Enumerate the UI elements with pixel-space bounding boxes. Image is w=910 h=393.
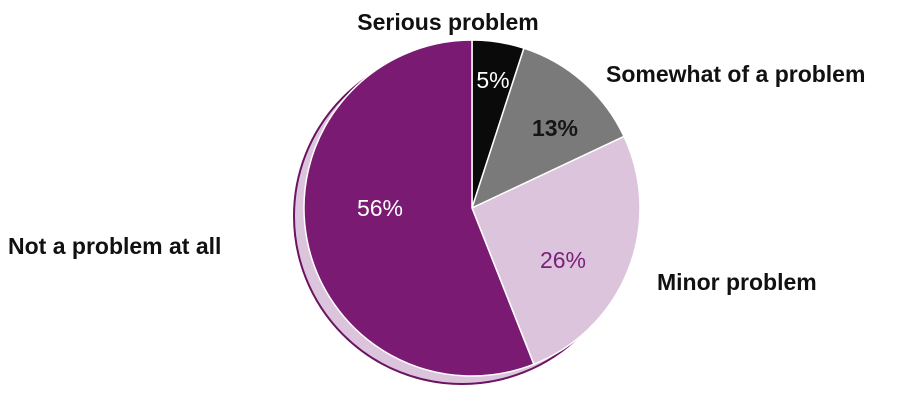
pie-slices — [303, 39, 641, 377]
value-label-somewhat-of-a-problem: 13% — [532, 115, 578, 141]
pie-category-labels: Serious problem Somewhat of a problem Mino… — [8, 9, 865, 295]
pie-slice-minor-problem — [471, 135, 641, 366]
pie-slice-not-a-problem-at-all — [303, 39, 535, 377]
value-label-minor-problem: 26% — [540, 247, 586, 273]
category-label-serious-problem: Serious problem — [357, 9, 538, 35]
category-label-somewhat-of-a-problem: Somewhat of a problem — [606, 61, 865, 87]
category-label-not-a-problem-at-all: Not a problem at all — [8, 233, 221, 259]
category-label-minor-problem: Minor problem — [657, 269, 817, 295]
pie-slice-somewhat-of-a-problem — [470, 47, 626, 210]
pie-value-labels: 5% 13% 26% 56% — [357, 67, 586, 273]
value-label-serious-problem: 5% — [476, 67, 509, 93]
value-label-not-a-problem-at-all: 56% — [357, 195, 403, 221]
